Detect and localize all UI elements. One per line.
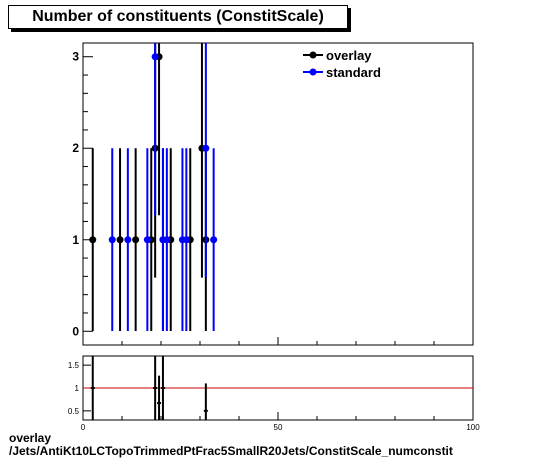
standard-point [124, 236, 132, 244]
ratio-axes: 0.5 1 1.5 0 50 100 [68, 361, 480, 432]
legend-standard-marker [309, 68, 317, 76]
ratio-y-tick-label: 1.5 [68, 361, 80, 370]
ratio-x-tick-label: 0 [81, 423, 86, 432]
y-tick-label: 3 [72, 50, 79, 64]
legend-overlay-label: overlay [326, 48, 372, 63]
legend-standard-label: standard [326, 65, 381, 80]
main-series-layer [89, 43, 218, 331]
standard-point [163, 236, 171, 244]
standard-point [143, 236, 151, 244]
overlay-point [116, 236, 124, 244]
main-y-axis: 0 1 2 3 [72, 50, 474, 345]
standard-point [202, 144, 210, 152]
ratio-y-tick-label: 0.5 [68, 407, 80, 416]
ratio-y-tick-label: 1 [75, 384, 80, 393]
footer: overlay /Jets/AntiKt10LCTopoTrimmedPtFra… [9, 432, 453, 458]
legend: overlay standard [303, 48, 381, 80]
chart-title: Number of constituents (ConstitScale) [32, 8, 324, 25]
footer-line-2: /Jets/AntiKt10LCTopoTrimmedPtFrac5SmallR… [9, 444, 453, 458]
standard-point [210, 236, 218, 244]
overlay-point [132, 236, 140, 244]
y-tick-label: 0 [72, 324, 79, 338]
y-tick-label: 2 [72, 141, 79, 155]
main-plot-frame [82, 42, 474, 346]
title-box: Number of constituents (ConstitScale) [8, 5, 348, 29]
overlay-point [89, 236, 97, 244]
ratio-x-tick-label: 50 [274, 423, 283, 432]
ratio-x-tick-label: 100 [466, 423, 480, 432]
legend-overlay-marker [309, 51, 317, 59]
standard-point [151, 53, 159, 61]
y-tick-label: 1 [72, 233, 79, 247]
standard-point [182, 236, 190, 244]
ratio-series-layer [90, 356, 208, 420]
footer-line-1: overlay [9, 431, 52, 445]
standard-point [108, 236, 116, 244]
